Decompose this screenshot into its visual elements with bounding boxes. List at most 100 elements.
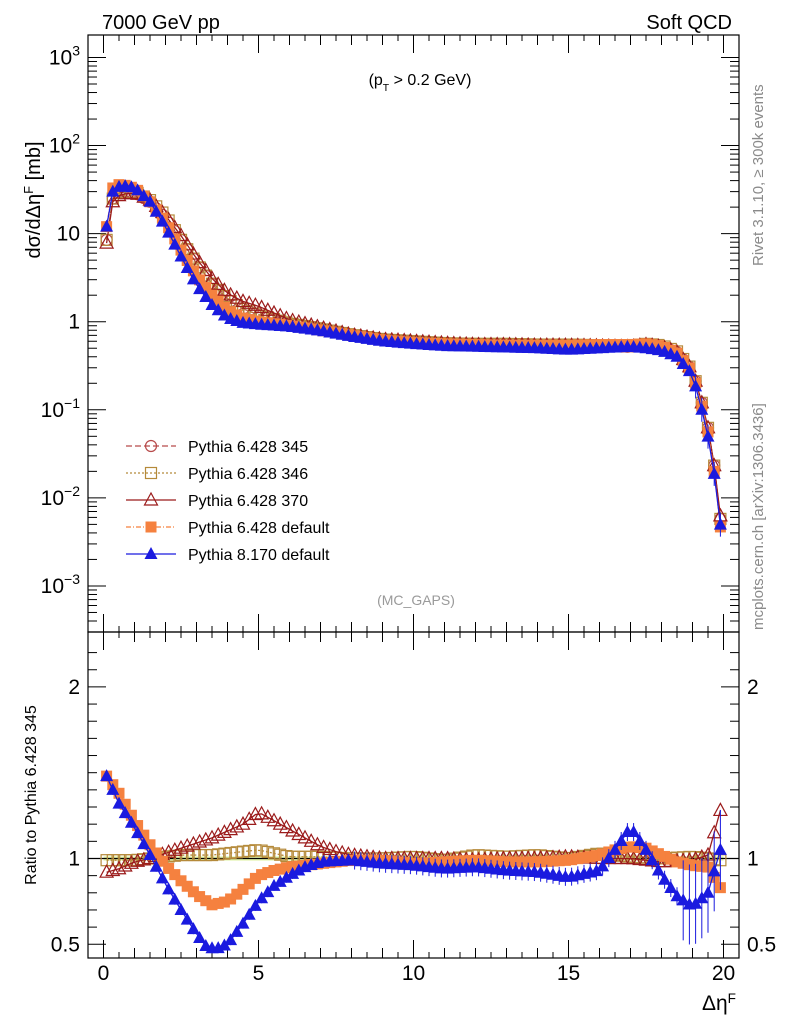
y-tick-label: 1 bbox=[68, 311, 80, 334]
ratio-point bbox=[125, 809, 137, 821]
series-p8def bbox=[100, 179, 727, 537]
ratio-point bbox=[676, 893, 690, 906]
ratio-point bbox=[272, 815, 288, 830]
ratio-point bbox=[173, 839, 189, 854]
legend-entry: Pythia 6.428 346 bbox=[126, 466, 308, 483]
ratio-point bbox=[111, 860, 127, 875]
ratio-point bbox=[628, 841, 640, 853]
ratio-series-p8def bbox=[100, 769, 727, 954]
ratio-point bbox=[285, 822, 301, 837]
ratio-y-tick-label: 1 bbox=[68, 847, 80, 870]
ratio-point bbox=[522, 856, 534, 868]
ratio-point bbox=[665, 853, 677, 865]
energy-label: 7000 GeV pp bbox=[102, 12, 220, 34]
data-point bbox=[106, 184, 120, 197]
ratio-point bbox=[528, 856, 540, 868]
ratio-point bbox=[578, 852, 590, 864]
legend-marker bbox=[145, 521, 157, 533]
x-tick-label: 10 bbox=[402, 962, 425, 985]
ratio-point bbox=[117, 857, 133, 872]
ratio-y-tick-label: 2 bbox=[68, 676, 80, 699]
data-point bbox=[241, 295, 257, 309]
data-point bbox=[254, 299, 270, 314]
data-point bbox=[168, 237, 182, 250]
ratio-point bbox=[193, 930, 207, 943]
ratio-point bbox=[212, 848, 225, 861]
ratio-point bbox=[236, 916, 250, 929]
ratio-point bbox=[243, 844, 256, 858]
ratio-point bbox=[541, 855, 553, 867]
ratio-point bbox=[553, 855, 565, 867]
data-point bbox=[211, 303, 225, 316]
ratio-point bbox=[174, 902, 188, 915]
ratio-point bbox=[255, 844, 268, 857]
main-y-axis-label: dσ/dΔηF [mb] bbox=[21, 141, 46, 258]
ratio-point bbox=[608, 842, 622, 855]
ratio-point bbox=[651, 863, 665, 876]
ratio-point bbox=[236, 845, 250, 858]
ratio-point bbox=[218, 847, 231, 860]
data-point bbox=[204, 270, 220, 285]
ratio-point bbox=[267, 847, 281, 860]
ratio-point bbox=[181, 880, 193, 892]
ratio-point bbox=[713, 842, 727, 855]
ratio-point bbox=[671, 856, 683, 868]
ratio-point bbox=[280, 862, 292, 874]
ratio-point bbox=[138, 829, 150, 841]
data-point bbox=[676, 356, 690, 369]
legend-entry: Pythia 6.428 default bbox=[126, 520, 330, 537]
data-point bbox=[200, 282, 212, 294]
pt-cut-annotation: (pT > 0.2 GeV) bbox=[369, 72, 472, 94]
data-point bbox=[174, 249, 188, 262]
ratio-panel-frame bbox=[87, 631, 740, 959]
legend-marker bbox=[144, 466, 158, 480]
ratio-point bbox=[255, 891, 269, 904]
ratio-point bbox=[639, 842, 653, 855]
ratio-point bbox=[274, 863, 286, 875]
data-point bbox=[235, 293, 251, 308]
ratio-point bbox=[266, 812, 282, 827]
ratio-point bbox=[143, 848, 157, 861]
ratio-point bbox=[670, 889, 684, 902]
ratio-point bbox=[150, 847, 162, 859]
data-point bbox=[670, 349, 684, 362]
data-point bbox=[179, 236, 195, 251]
ratio-point bbox=[179, 837, 195, 852]
ratio-point bbox=[279, 870, 293, 883]
ratio-point bbox=[658, 872, 672, 885]
data-point bbox=[682, 364, 696, 377]
ratio-point bbox=[205, 848, 219, 862]
data-point bbox=[192, 254, 208, 269]
data-point bbox=[223, 286, 239, 301]
ratio-point bbox=[144, 839, 156, 851]
data-point bbox=[229, 289, 245, 304]
ratio-point bbox=[262, 867, 274, 879]
data-point bbox=[131, 183, 145, 196]
ratio-point bbox=[185, 835, 201, 850]
data-point bbox=[247, 296, 263, 311]
ratio-point bbox=[132, 820, 144, 832]
legend-label: Pythia 8.170 default bbox=[188, 547, 330, 564]
ratio-point bbox=[204, 829, 220, 844]
legend-marker bbox=[143, 491, 159, 506]
data-point bbox=[99, 234, 115, 249]
y-tick-label: 102 bbox=[49, 131, 80, 158]
ratio-point bbox=[559, 854, 571, 866]
data-point bbox=[143, 194, 157, 207]
ratio-point bbox=[596, 859, 610, 872]
ratio-point bbox=[169, 869, 181, 881]
data-point bbox=[100, 219, 114, 232]
ratio-point bbox=[621, 841, 633, 853]
y-tick-label: 10−3 bbox=[41, 571, 81, 598]
ratio-point bbox=[224, 933, 238, 946]
data-point bbox=[187, 265, 199, 277]
ratio-point bbox=[589, 864, 603, 877]
x-tick-label: 15 bbox=[557, 962, 580, 985]
data-point bbox=[701, 429, 715, 442]
ratio-point bbox=[130, 852, 146, 867]
ratio-point bbox=[124, 815, 138, 828]
data-point bbox=[695, 402, 709, 415]
ratio-point bbox=[168, 892, 182, 905]
ratio-point bbox=[248, 898, 262, 911]
ratio-point bbox=[118, 806, 132, 819]
